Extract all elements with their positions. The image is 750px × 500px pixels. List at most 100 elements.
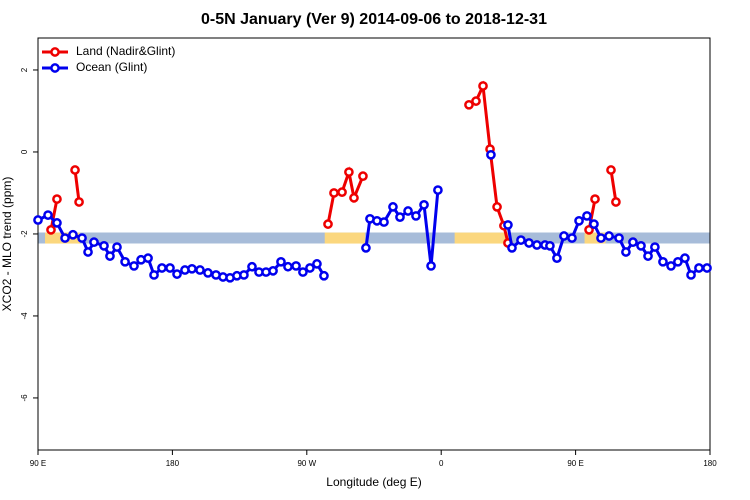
data-point: [195, 265, 205, 275]
data-point: [702, 263, 712, 273]
data-point: [77, 233, 87, 243]
data-point: [395, 212, 405, 222]
data-point: [52, 218, 62, 228]
data-point: [503, 220, 513, 230]
y-tick-label: 2: [20, 67, 29, 72]
data-point: [516, 235, 526, 245]
data-point: [694, 263, 704, 273]
data-point: [68, 229, 78, 240]
data-point: [403, 206, 413, 216]
data-point: [305, 263, 315, 273]
data-point: [636, 240, 646, 251]
data-point: [658, 256, 668, 267]
data-point: [129, 261, 139, 271]
data-point: [673, 256, 683, 267]
data-point: [358, 171, 368, 182]
data-point: [486, 149, 496, 160]
data-point: [74, 197, 84, 207]
data-point: [323, 219, 333, 229]
data-point: [70, 165, 80, 175]
series-line: [73, 169, 81, 203]
data-point: [361, 243, 371, 253]
data-point: [379, 217, 389, 227]
series-line: [468, 80, 510, 244]
data-point: [478, 81, 488, 91]
data-point: [532, 240, 542, 250]
data-point: [590, 194, 600, 204]
data-point: [52, 194, 62, 204]
data-point: [291, 261, 301, 271]
data-point: [582, 211, 592, 221]
data-point: [433, 185, 443, 195]
series-line: [609, 169, 618, 203]
data-point: [298, 267, 308, 277]
data-point: [524, 238, 534, 248]
x-tick-label: 180: [703, 459, 717, 468]
data-point: [319, 270, 329, 281]
data-point: [165, 263, 175, 273]
data-point: [344, 167, 354, 177]
data-point: [247, 261, 257, 272]
data-point: [584, 225, 594, 235]
data-point: [60, 233, 70, 243]
data-point: [545, 240, 555, 251]
x-axis-label: Longitude (deg E): [326, 475, 421, 489]
data-point: [89, 237, 99, 248]
series-line: [49, 198, 59, 231]
data-point: [388, 202, 398, 212]
x-tick-label: 180: [166, 459, 180, 468]
y-tick-label: -2: [20, 230, 29, 238]
data-point: [628, 237, 638, 248]
data-point: [33, 215, 43, 225]
y-axis-label: XCO2 - MLO trend (ppm): [0, 177, 14, 312]
data-point: [120, 256, 130, 267]
data-point: [419, 199, 429, 210]
data-point: [492, 202, 502, 212]
data-point: [143, 253, 153, 263]
data-point: [686, 270, 696, 280]
data-point: [187, 263, 197, 274]
data-point: [411, 211, 421, 221]
data-point: [606, 165, 616, 175]
y-tick-label: -6: [20, 394, 29, 402]
data-point: [471, 96, 481, 106]
data-point: [604, 231, 614, 241]
legend-marker: [50, 63, 60, 73]
data-point: [276, 256, 286, 267]
data-point: [239, 270, 249, 280]
data-point: [83, 247, 93, 257]
legend-marker: [50, 47, 60, 57]
legend-label: Ocean (Glint): [76, 60, 147, 74]
data-point: [329, 188, 339, 198]
data-point: [99, 240, 109, 251]
data-point: [172, 269, 182, 279]
land-band: [584, 232, 606, 244]
x-tick-label: 0: [439, 459, 444, 468]
plot-frame: [37, 37, 711, 451]
data-point: [268, 266, 278, 276]
data-point: [105, 251, 115, 261]
data-point: [46, 225, 56, 235]
x-tick-label: 90 E: [567, 459, 583, 468]
data-point: [574, 215, 584, 226]
data-point: [112, 242, 122, 252]
data-point: [559, 231, 569, 241]
data-point: [464, 99, 474, 110]
land-band: [324, 232, 366, 244]
y-tick-label: 0: [20, 149, 29, 154]
x-tick-label: 90 W: [297, 459, 316, 468]
data-point: [507, 243, 517, 253]
data-point: [43, 210, 53, 220]
data-point: [157, 263, 167, 273]
x-tick-label: 90 E: [30, 459, 46, 468]
data-point: [552, 253, 562, 263]
data-point: [643, 251, 653, 261]
data-point: [203, 268, 213, 278]
data-point: [621, 247, 631, 257]
chart-title: 0-5N January (Ver 9) 2014-09-06 to 2018-…: [201, 11, 547, 28]
data-point: [312, 259, 322, 269]
data-point: [567, 233, 577, 243]
data-point: [589, 219, 599, 229]
legend-label: Land (Nadir&Glint): [76, 44, 175, 58]
